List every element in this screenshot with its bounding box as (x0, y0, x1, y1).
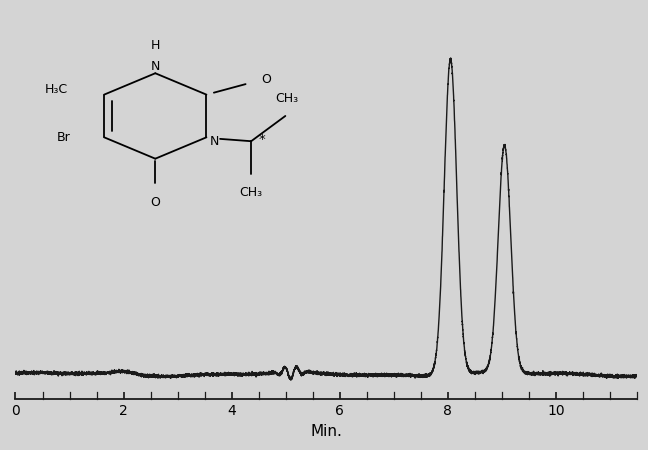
X-axis label: Min.: Min. (310, 424, 342, 439)
Text: N: N (150, 60, 160, 73)
Text: *: * (259, 133, 266, 146)
Text: CH₃: CH₃ (275, 92, 298, 105)
Text: H: H (150, 39, 160, 52)
Text: H₃C: H₃C (45, 83, 68, 96)
Text: N: N (209, 135, 219, 148)
Text: Br: Br (56, 131, 70, 144)
Text: CH₃: CH₃ (240, 186, 262, 199)
Text: O: O (261, 72, 271, 86)
Text: O: O (150, 196, 160, 209)
